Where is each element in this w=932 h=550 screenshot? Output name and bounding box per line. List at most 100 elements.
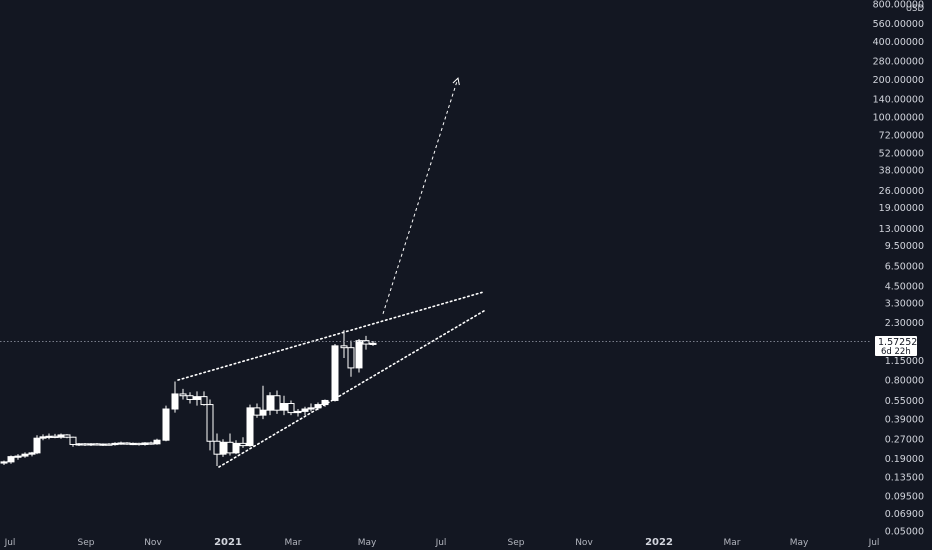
y-tick-label: 4.50000 (885, 282, 924, 293)
y-tick-label: 0.39000 (885, 415, 924, 426)
candle-body (105, 443, 113, 446)
current-price-value: 1.57252 (878, 337, 917, 348)
candle (14, 454, 22, 460)
current-price-tag: 1.57252 6d 22h (875, 336, 917, 357)
candle-countdown: 6d 22h (881, 347, 911, 357)
candle-body (200, 396, 208, 406)
candle-body (75, 443, 83, 446)
y-tick-label: 26.00000 (879, 186, 924, 197)
candle-body (69, 436, 77, 445)
candle-body (123, 442, 131, 445)
candle (259, 385, 267, 420)
x-tick-label: Nov (575, 538, 593, 548)
candle-body (51, 435, 59, 438)
candle-body (129, 442, 137, 446)
candle (162, 405, 170, 442)
candle (153, 438, 161, 445)
candle-body (153, 439, 161, 445)
y-tick-label: 0.09500 (885, 492, 924, 503)
x-tick-label: Jul (4, 538, 16, 548)
y-tick-label: 0.80000 (885, 376, 924, 387)
candle-body (206, 404, 214, 442)
candle-body (14, 455, 22, 458)
candle-body (287, 403, 295, 414)
y-tick-label: 140.00000 (873, 94, 924, 105)
candle-body (347, 347, 355, 369)
candle-body (266, 395, 274, 411)
candle (171, 381, 179, 413)
candle-body (7, 456, 15, 463)
candle (93, 442, 101, 446)
lower-wedge-line[interactable] (218, 310, 485, 468)
y-tick-label: 560.00000 (873, 19, 924, 30)
candle-body (81, 443, 89, 446)
candle (287, 400, 295, 416)
x-tick-label: Sep (78, 538, 95, 548)
candle (206, 399, 214, 451)
projection-arrow-line[interactable] (382, 77, 459, 314)
trendlines-layer (177, 77, 485, 468)
candle (186, 392, 194, 404)
candle-body (57, 434, 65, 438)
y-tick-label: 0.19000 (885, 454, 924, 465)
candle-body (369, 342, 377, 345)
y-tick-label: 72.00000 (879, 131, 924, 142)
price-axis[interactable]: USD 800.00000 560.00000 400.00000 280.00000… (873, 0, 925, 538)
candle-body (219, 441, 227, 455)
x-tick-label: Mar (724, 538, 741, 548)
y-tick-label: 0.05000 (885, 527, 924, 538)
y-tick-label: 38.00000 (879, 165, 924, 176)
upper-wedge-line[interactable] (177, 291, 483, 381)
candle-body (239, 442, 247, 447)
candle-body (232, 442, 240, 454)
y-tick-label: 0.55000 (885, 396, 924, 407)
y-tick-label: 0.06900 (885, 509, 924, 520)
candle (129, 442, 137, 446)
candle-body (213, 440, 221, 455)
candle-body (117, 442, 125, 445)
candle-body (135, 442, 143, 446)
candle-body (93, 443, 101, 446)
y-tick-label: 3.30000 (885, 298, 924, 309)
x-tick-label: Jul (868, 538, 880, 548)
candle (179, 388, 187, 400)
candle-body (0, 461, 8, 464)
y-tick-label: 800.00000 (873, 0, 924, 11)
candle (273, 390, 281, 414)
candle-body (63, 434, 71, 438)
candle-body (39, 436, 47, 439)
candle-body (273, 395, 281, 411)
axis-currency-unit: USD (906, 4, 925, 14)
y-tick-label: 52.00000 (879, 148, 924, 159)
time-axis[interactable]: Jul Sep Nov 2021 Mar May Jul Sep Nov 2022 Mar May Ju… (4, 537, 880, 548)
candle (69, 436, 77, 447)
candle (307, 403, 315, 412)
candle-body (171, 393, 179, 410)
x-tick-label: May (358, 538, 377, 548)
y-tick-label: 2.30000 (885, 318, 924, 329)
candle-body (141, 442, 149, 445)
y-tick-label: 1.15000 (885, 356, 924, 367)
candle-body (355, 340, 363, 369)
candle (340, 330, 348, 358)
candle-body (307, 407, 315, 410)
candle-body (87, 443, 95, 446)
candle-body (99, 443, 107, 446)
candle (33, 435, 41, 455)
candle-body (246, 407, 254, 447)
projection-arrow-head (452, 77, 460, 86)
candle (369, 340, 377, 346)
candle-body (253, 407, 261, 416)
y-tick-label: 0.13500 (885, 472, 924, 483)
candle (362, 335, 370, 350)
candle (193, 391, 201, 406)
x-tick-label: 2021 (214, 537, 242, 548)
candle-body (362, 340, 370, 345)
x-tick-label: Sep (508, 538, 525, 548)
y-tick-label: 13.00000 (879, 224, 924, 235)
candle-body (162, 408, 170, 441)
candle (99, 443, 107, 447)
candle-body (301, 408, 309, 412)
candle-body (294, 410, 302, 414)
